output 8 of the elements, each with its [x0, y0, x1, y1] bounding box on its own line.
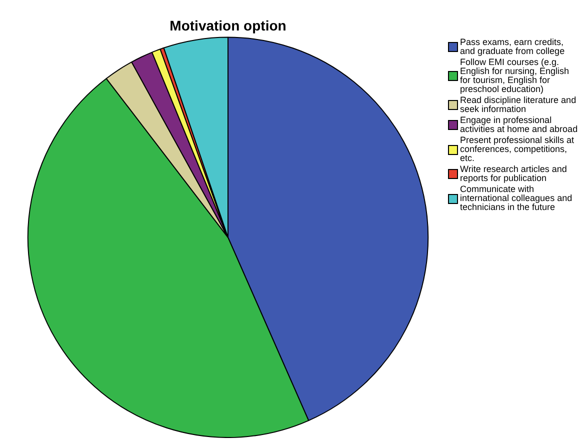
chart-title: Motivation option: [170, 17, 286, 34]
legend-label: Communicate with international colleagues and technicians in the future: [460, 184, 574, 212]
legend-label: Present professional skills at conferences, competitions, etc.: [460, 135, 576, 163]
legend-label: Write research articles and reports for publication: [460, 164, 568, 183]
legend-label: Read discipline literature and seek information: [460, 95, 578, 114]
legend-label: Follow EMI courses (e.g. English for nursing, English for tourism, English for preschool education): [460, 57, 570, 94]
legend-label: Engage in professional activities at home and abroad: [460, 115, 579, 134]
legend-label: Pass exams, earn credits, and graduate from college: [460, 37, 566, 56]
